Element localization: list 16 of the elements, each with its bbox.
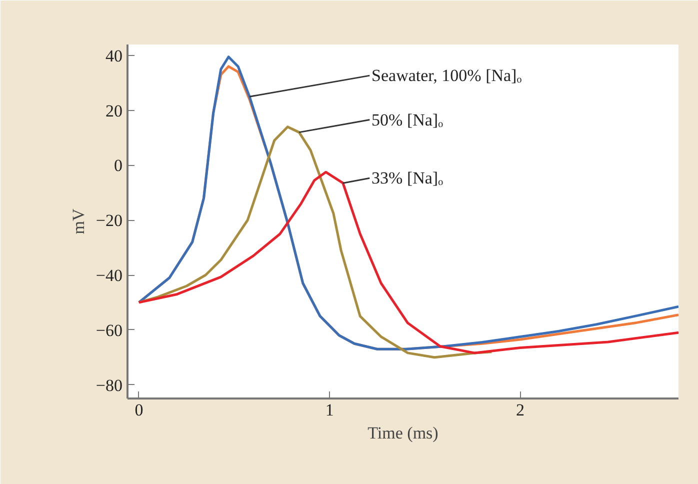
y-tick-label: 20 xyxy=(106,101,122,120)
x-tick-label: 0 xyxy=(134,400,144,420)
y-tick-label: −20 xyxy=(96,211,123,230)
x-tick-label: 2 xyxy=(516,400,525,420)
x-axis-title: Time (ms) xyxy=(368,424,438,442)
y-tick-label: −80 xyxy=(96,376,123,395)
x-tick-label: 1 xyxy=(325,400,334,420)
line-series xyxy=(138,170,678,354)
annotation: 33% [Na]ₒ xyxy=(372,168,444,188)
y-tick-label: 0 xyxy=(114,156,122,176)
annotation: Seawater, 100% [Na]ₒ xyxy=(372,66,522,86)
y-tick-label: −60 xyxy=(96,320,123,340)
y-tick-label: 40 xyxy=(106,46,122,66)
y-axis-title: mV xyxy=(68,208,88,234)
annotation: 50% [Na]ₒ xyxy=(372,110,444,130)
y-tick-label: −40 xyxy=(96,266,123,286)
